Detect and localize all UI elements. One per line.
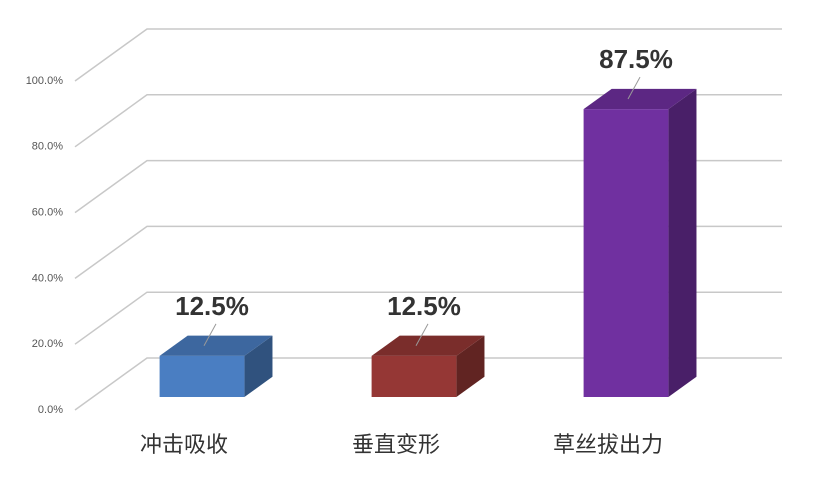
grid-line <box>74 28 782 82</box>
value-label: 87.5% <box>599 44 673 74</box>
bar-top <box>371 335 485 356</box>
leader-line <box>415 323 429 346</box>
x-tick-label: 草丝拔出力 <box>553 432 663 457</box>
grid-line <box>74 357 782 411</box>
bar-top <box>159 335 273 356</box>
grid-line <box>74 94 782 148</box>
y-tick-label: 0.0% <box>38 404 63 416</box>
y-tick-label: 40.0% <box>32 272 63 284</box>
x-tick-label: 冲击吸收 <box>140 432 228 457</box>
grid-line <box>74 291 782 345</box>
bar <box>583 109 669 397</box>
y-tick-label: 20.0% <box>32 338 63 350</box>
bar-side <box>668 88 697 397</box>
y-tick-label: 60.0% <box>32 207 63 219</box>
bar <box>371 355 457 397</box>
y-tick-label: 100.0% <box>26 75 64 87</box>
bar-side <box>456 335 485 397</box>
y-tick-label: 80.0% <box>32 141 63 153</box>
value-label: 12.5% <box>387 291 461 321</box>
grid-line <box>74 159 782 214</box>
grid-line <box>74 225 782 280</box>
leader-line <box>627 76 641 100</box>
leader-line <box>203 323 217 346</box>
bar-top <box>583 88 697 110</box>
x-tick-label: 垂直变形 <box>352 432 440 457</box>
bar-side <box>244 335 273 397</box>
value-label: 12.5% <box>175 291 249 321</box>
bar <box>159 355 245 397</box>
